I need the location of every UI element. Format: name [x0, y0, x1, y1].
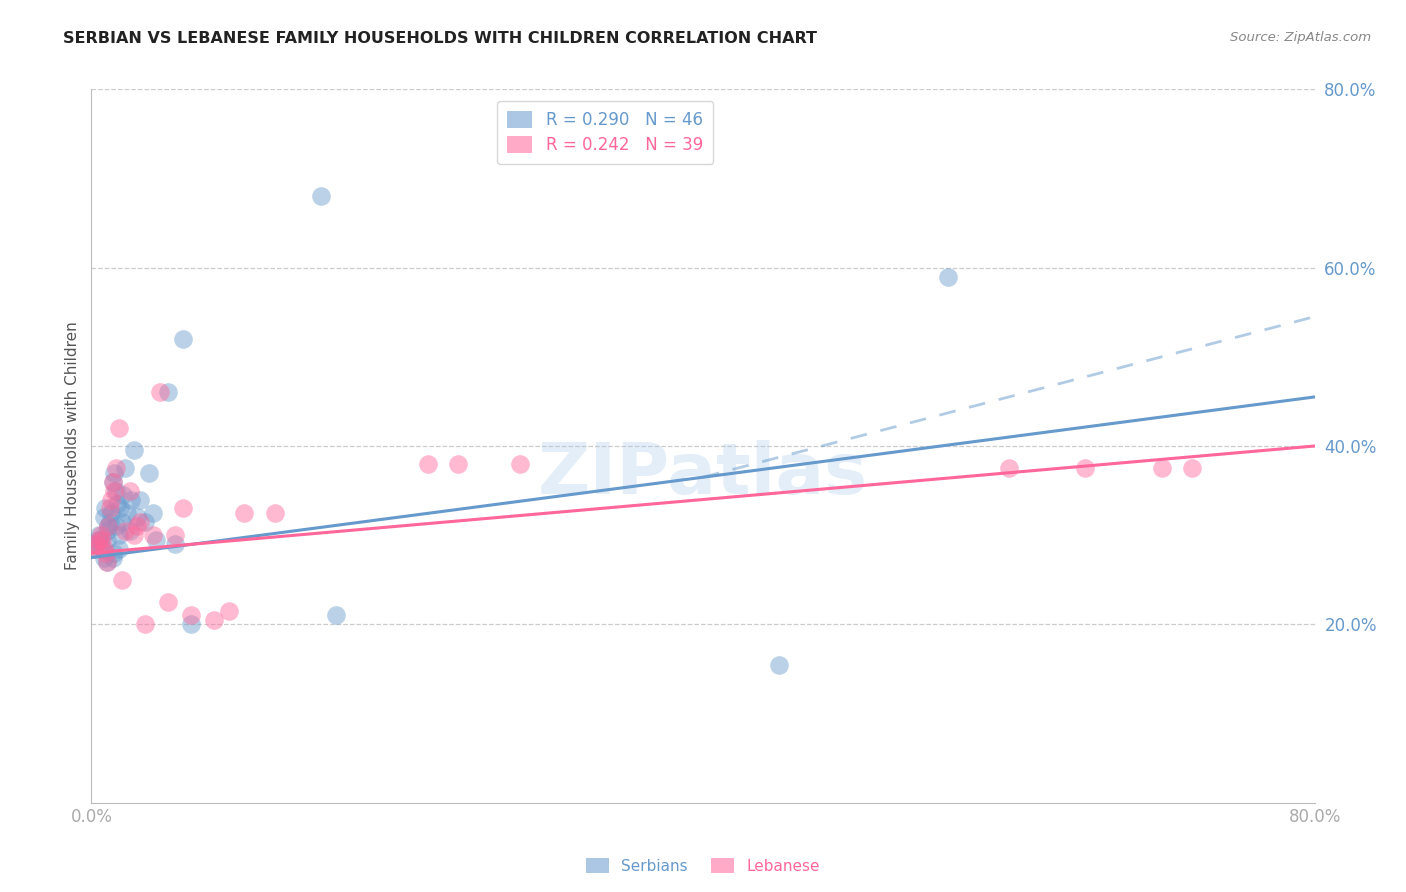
Point: [101, 475, 124, 489]
Point: [83, 541, 105, 556]
Point: [105, 497, 128, 511]
Point: [84, 537, 107, 551]
Point: [97, 519, 120, 533]
Point: [416, 457, 439, 471]
Point: [447, 457, 470, 471]
Point: [103, 466, 125, 480]
Point: [114, 524, 136, 538]
Point: [138, 466, 160, 480]
Point: [101, 475, 124, 489]
Point: [129, 515, 152, 529]
Point: [110, 501, 132, 516]
Point: [96, 555, 118, 569]
Point: [96, 524, 118, 538]
Point: [1181, 461, 1204, 475]
Point: [118, 524, 141, 538]
Point: [134, 617, 156, 632]
Point: [111, 573, 134, 587]
Point: [233, 506, 256, 520]
Point: [93, 510, 115, 524]
Point: [1074, 461, 1097, 475]
Point: [122, 528, 145, 542]
Point: [91, 541, 114, 556]
Legend: R = 0.290   N = 46, R = 0.242   N = 39: R = 0.290 N = 46, R = 0.242 N = 39: [498, 101, 713, 164]
Point: [90, 533, 112, 547]
Point: [309, 189, 332, 203]
Point: [325, 608, 347, 623]
Point: [145, 533, 167, 547]
Point: [165, 537, 187, 551]
Point: [96, 533, 118, 547]
Point: [129, 492, 152, 507]
Point: [84, 537, 107, 551]
Point: [98, 515, 121, 529]
Point: [108, 421, 131, 435]
Text: ZIPatlas: ZIPatlas: [538, 440, 868, 509]
Point: [180, 617, 202, 632]
Point: [202, 613, 225, 627]
Text: Source: ZipAtlas.com: Source: ZipAtlas.com: [1230, 31, 1371, 45]
Point: [172, 332, 194, 346]
Point: [93, 541, 115, 556]
Point: [100, 492, 122, 507]
Point: [96, 555, 118, 569]
Point: [90, 528, 112, 542]
Point: [264, 506, 287, 520]
Point: [149, 385, 172, 400]
Point: [998, 461, 1021, 475]
Point: [87, 528, 110, 542]
Legend: Serbians, Lebanese: Serbians, Lebanese: [581, 852, 825, 880]
Point: [1150, 461, 1173, 475]
Point: [101, 550, 124, 565]
Point: [97, 519, 120, 533]
Y-axis label: Family Households with Children: Family Households with Children: [65, 322, 80, 570]
Point: [115, 506, 138, 520]
Point: [156, 385, 179, 400]
Point: [111, 515, 134, 529]
Point: [94, 546, 117, 560]
Point: [104, 519, 127, 533]
Point: [134, 515, 156, 529]
Point: [108, 528, 131, 542]
Point: [103, 546, 125, 560]
Point: [104, 461, 127, 475]
Point: [94, 501, 117, 516]
Point: [118, 483, 141, 498]
Point: [122, 443, 145, 458]
Point: [768, 657, 790, 672]
Point: [165, 528, 187, 542]
Point: [120, 492, 142, 507]
Point: [141, 528, 163, 542]
Point: [180, 608, 202, 623]
Point: [509, 457, 531, 471]
Point: [141, 506, 163, 520]
Point: [87, 533, 110, 547]
Point: [114, 461, 136, 475]
Point: [91, 533, 114, 547]
Point: [108, 541, 131, 556]
Point: [100, 506, 122, 520]
Point: [156, 595, 179, 609]
Point: [127, 519, 149, 533]
Point: [86, 533, 108, 547]
Point: [103, 483, 125, 498]
Point: [172, 501, 194, 516]
Point: [112, 488, 135, 502]
Point: [93, 550, 115, 565]
Point: [218, 604, 240, 618]
Point: [127, 510, 149, 524]
Point: [104, 483, 127, 498]
Point: [98, 501, 121, 516]
Point: [83, 541, 105, 556]
Text: SERBIAN VS LEBANESE FAMILY HOUSEHOLDS WITH CHILDREN CORRELATION CHART: SERBIAN VS LEBANESE FAMILY HOUSEHOLDS WI…: [63, 31, 817, 46]
Point: [936, 269, 959, 284]
